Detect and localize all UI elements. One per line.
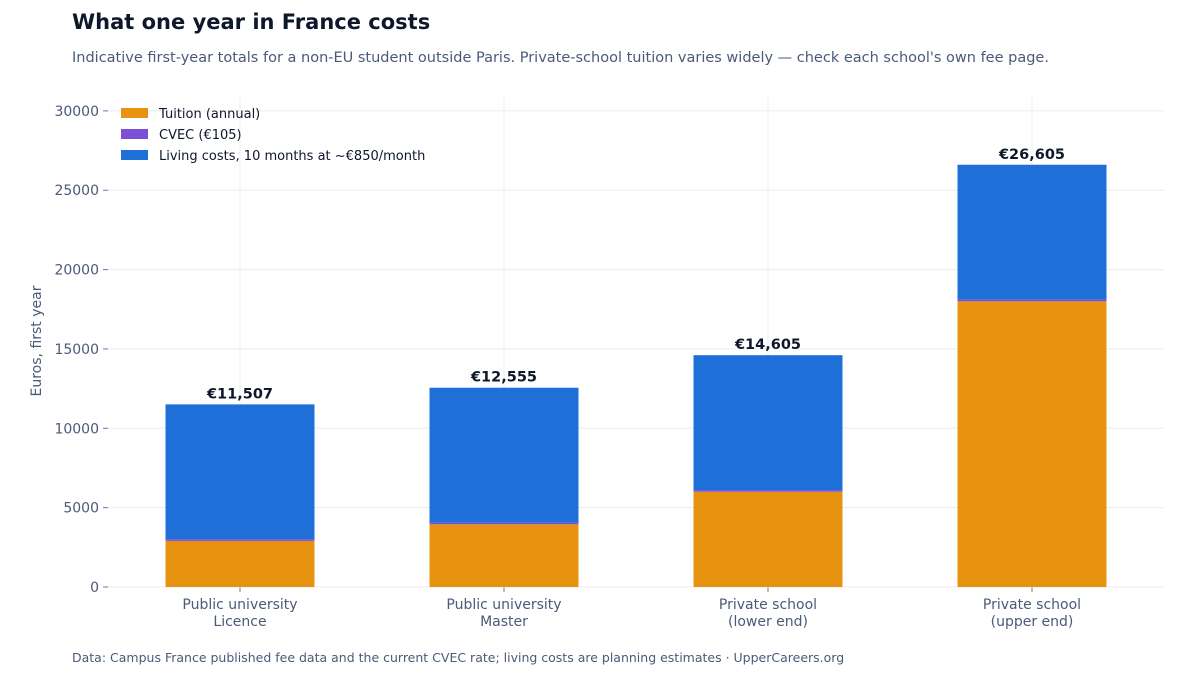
x-tick-label: Public university — [182, 597, 297, 613]
bar-segment-tuition-annual — [165, 540, 315, 587]
bar-segment-cvec-105 — [957, 299, 1107, 302]
bar-total-label: €12,555 — [470, 370, 537, 386]
y-tick-label: 0 — [90, 580, 99, 596]
legend-swatch — [121, 150, 148, 160]
chart-footer: Data: Campus France published fee data a… — [72, 650, 845, 665]
bar-segment-tuition-annual — [429, 524, 579, 587]
legend-swatch — [121, 108, 148, 118]
bar-total-label: €11,507 — [206, 386, 273, 402]
bar-segment-cvec-105 — [429, 522, 579, 525]
chart-subtitle: Indicative first-year totals for a non-E… — [72, 50, 1049, 66]
legend-label: CVEC (€105) — [159, 128, 242, 143]
x-tick-label: (lower end) — [728, 614, 808, 630]
x-tick-label: Master — [480, 614, 528, 630]
legend-swatch — [121, 129, 148, 139]
bar-segment-living-costs-10-months-at-850-month — [165, 404, 315, 540]
bar-total-label: €26,605 — [998, 147, 1065, 163]
legend-label: Living costs, 10 months at ~€850/month — [159, 149, 425, 164]
legend-label: Tuition (annual) — [158, 107, 260, 122]
bar-total-label: €14,605 — [734, 337, 801, 353]
y-tick-label: 15000 — [54, 342, 99, 358]
y-axis-label: Euros, first year — [29, 285, 45, 396]
bar-segment-living-costs-10-months-at-850-month — [957, 164, 1107, 300]
y-tick-label: 20000 — [54, 263, 99, 279]
y-tick-label: 5000 — [63, 501, 99, 517]
x-tick-label: (upper end) — [991, 614, 1074, 630]
bar-segment-cvec-105 — [693, 490, 843, 492]
y-tick-label: 10000 — [54, 421, 99, 437]
bar-segment-living-costs-10-months-at-850-month — [429, 387, 579, 523]
bar-segment-tuition-annual — [693, 491, 843, 587]
y-tick-label: 30000 — [54, 104, 99, 120]
x-tick-label: Private school — [983, 597, 1081, 613]
bar-segment-living-costs-10-months-at-850-month — [693, 355, 843, 491]
bar-segment-tuition-annual — [957, 301, 1107, 587]
x-tick-label: Public university — [446, 597, 561, 613]
x-tick-label: Licence — [213, 614, 266, 630]
chart-title: What one year in France costs — [72, 10, 431, 34]
bar-segment-cvec-105 — [165, 539, 315, 541]
y-tick-label: 25000 — [54, 183, 99, 199]
x-tick-label: Private school — [719, 597, 817, 613]
